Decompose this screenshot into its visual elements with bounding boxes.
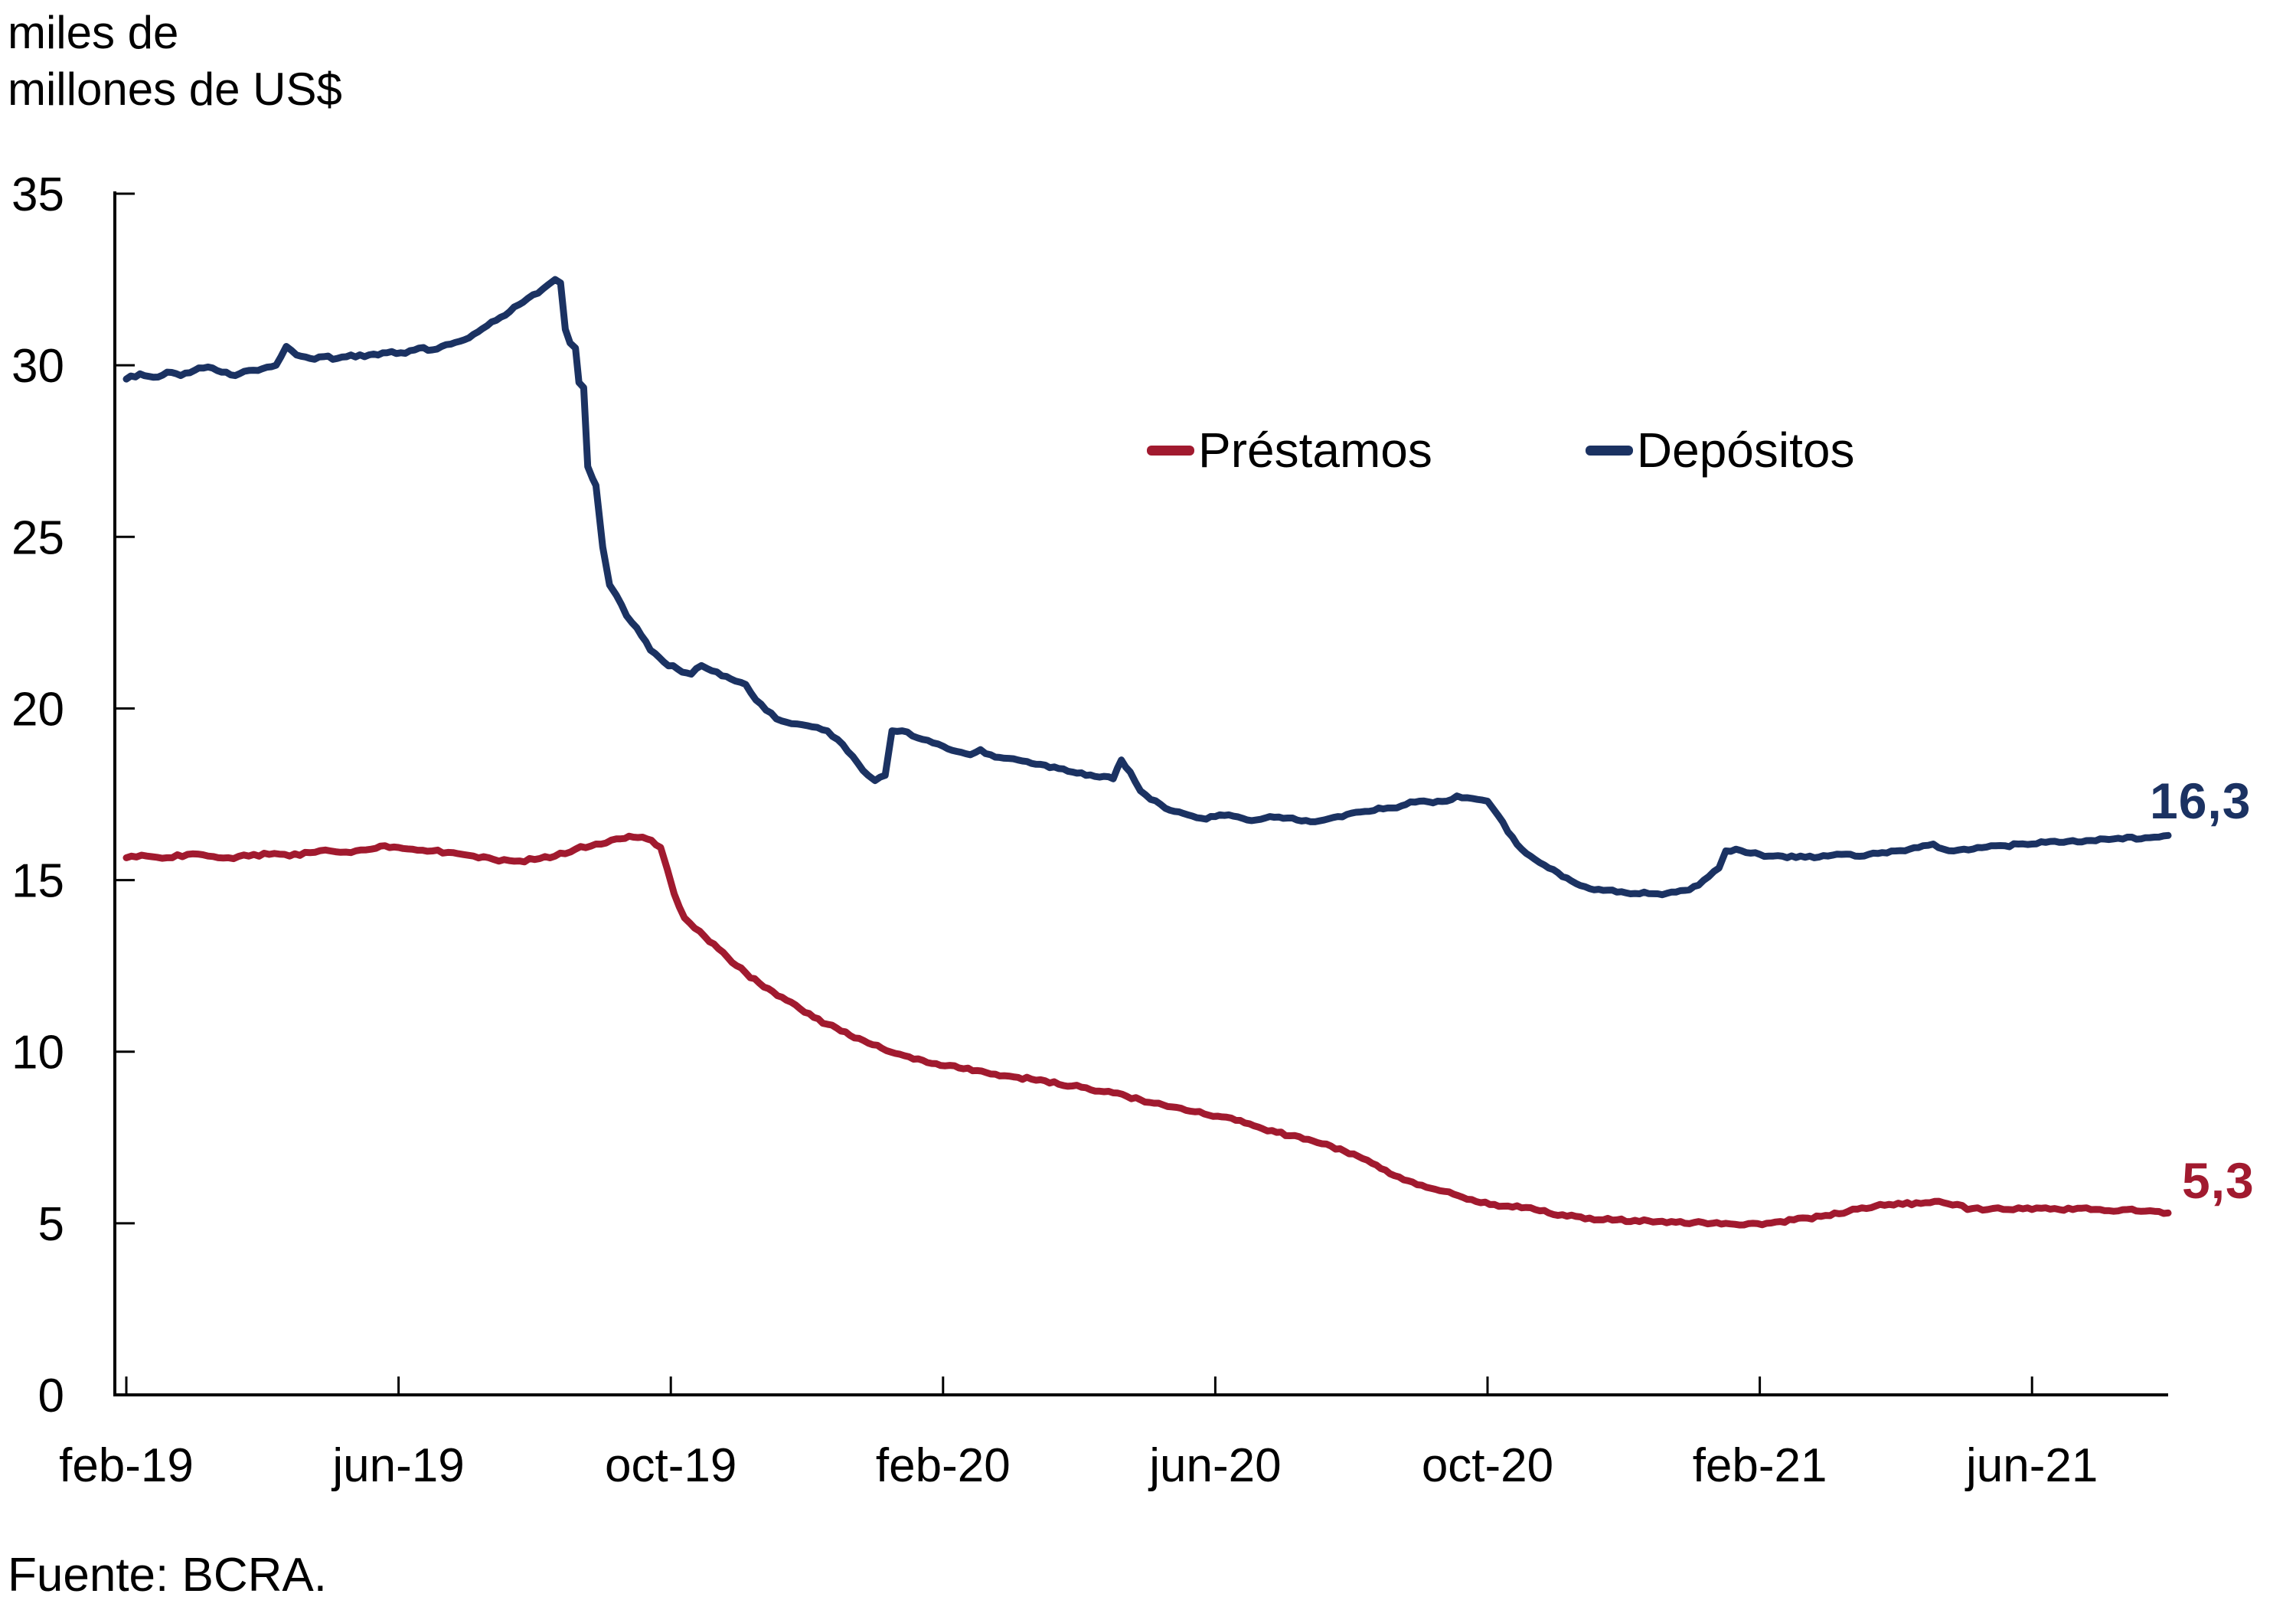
y-tick-label: 25	[11, 511, 64, 564]
legend-item-depositos: Depósitos	[1585, 423, 1855, 478]
depositos-line-swatch-icon	[1585, 445, 1633, 456]
y-tick-label: 5	[38, 1198, 64, 1251]
y-tick-label: 0	[38, 1370, 64, 1422]
y-axis-unit-label: miles de millones de US$	[8, 5, 342, 118]
depositos-end-value-label: 16,3	[2150, 772, 2252, 829]
x-tick-label: oct-19	[605, 1439, 736, 1492]
chart-legend: Préstamos Depósitos	[1147, 423, 1854, 478]
legend-item-prestamos: Préstamos	[1147, 423, 1432, 478]
x-tick-label: jun-21	[1965, 1439, 2098, 1492]
prestamos-end-value-label: 5,3	[2182, 1152, 2255, 1209]
series-line-depositos	[122, 276, 2172, 899]
y-tick-label: 15	[11, 855, 64, 908]
legend-label-depositos: Depósitos	[1636, 423, 1855, 478]
legend-label-prestamos: Préstamos	[1198, 423, 1432, 478]
x-tick-label: feb-19	[59, 1439, 194, 1492]
y-axis-unit-line1: miles de	[8, 7, 179, 58]
y-tick-label: 20	[11, 683, 64, 736]
source-note: Fuente: BCRA.	[8, 1549, 327, 1602]
x-tick-label: oct-20	[1422, 1439, 1553, 1492]
series-line-prestamos	[122, 832, 2172, 1229]
x-tick-label: jun-20	[1148, 1439, 1281, 1492]
y-tick-label: 10	[11, 1027, 64, 1079]
y-axis-unit-line2: millones de US$	[8, 64, 342, 115]
x-tick-label: feb-21	[1693, 1439, 1827, 1492]
axis-lines	[113, 191, 2168, 1396]
prestamos-line-swatch-icon	[1147, 445, 1194, 456]
x-tick-label: feb-20	[876, 1439, 1011, 1492]
y-tick-label: 35	[11, 168, 64, 221]
y-tick-label: 30	[11, 340, 64, 393]
x-tick-label: jun-19	[331, 1439, 464, 1492]
